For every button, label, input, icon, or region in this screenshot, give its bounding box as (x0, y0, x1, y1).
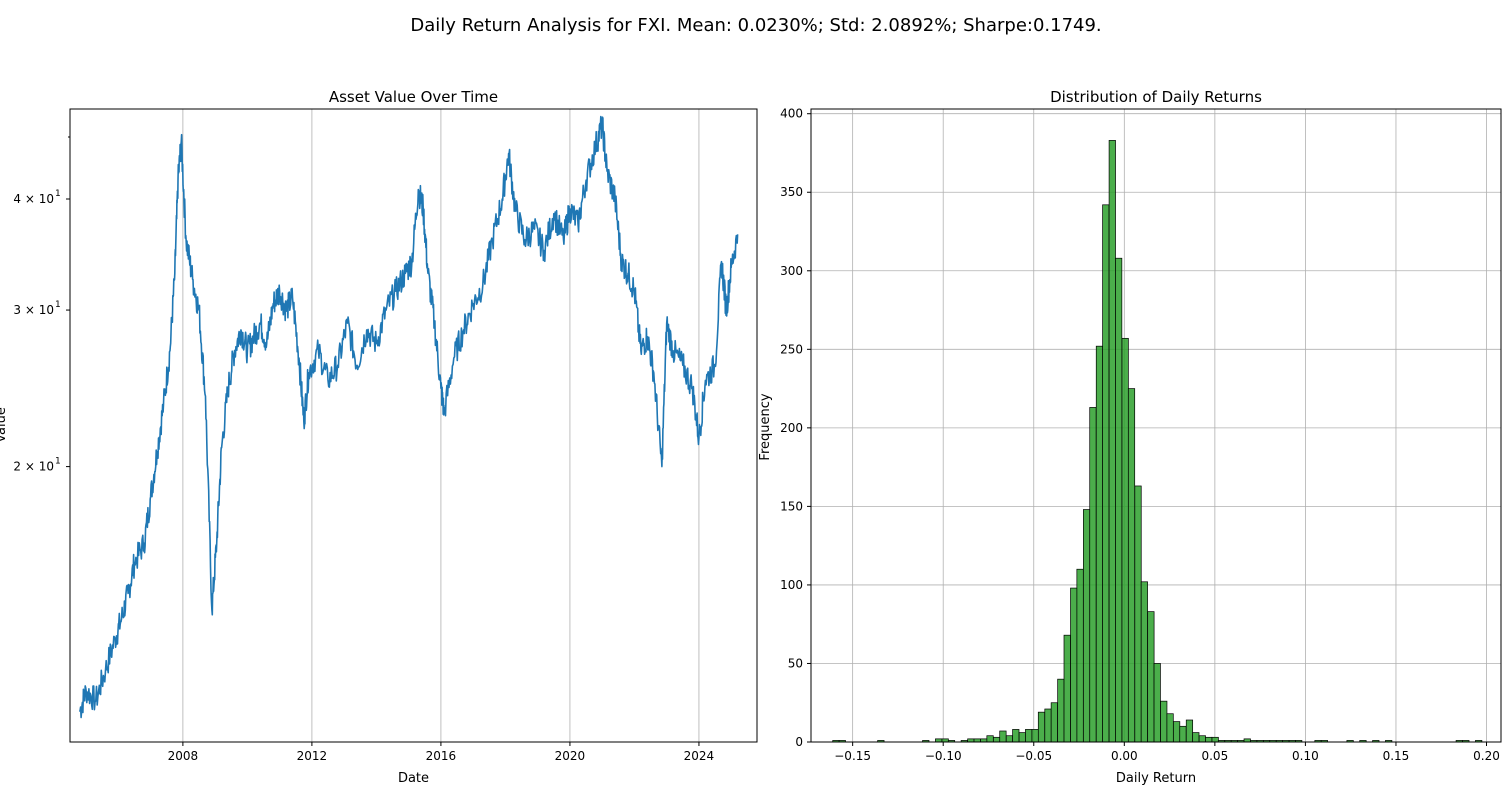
value-chart-xtick-label: 2020 (555, 749, 586, 763)
histogram-xtick-label: 0.15 (1383, 749, 1410, 763)
histogram-ytick-label: 400 (780, 107, 803, 121)
value-chart-ylabel: Value (0, 407, 9, 443)
histogram-bar (1005, 735, 1014, 743)
histogram-bar (1025, 729, 1033, 743)
histogram-bar (1057, 678, 1065, 743)
value-chart-xtick-label: 2012 (297, 749, 328, 763)
histogram-ytick-label: 100 (780, 578, 803, 592)
histogram-ytick-label: 0 (795, 735, 803, 749)
histogram-bar (1127, 388, 1136, 743)
histogram-bar (1147, 611, 1155, 743)
histogram-bar (1115, 257, 1123, 743)
histogram-bar (1160, 700, 1168, 743)
asset-value-series-line (78, 115, 739, 719)
histogram-bar (1185, 719, 1194, 743)
histogram-xtick-label: 0.20 (1473, 749, 1500, 763)
histogram-bar (1044, 708, 1052, 743)
value-chart-title: Asset Value Over Time (329, 88, 498, 106)
histogram-xtick-label: 0.05 (1201, 749, 1228, 763)
histogram-bar (1173, 721, 1181, 743)
histogram-xtick-label: 0.00 (1111, 749, 1138, 763)
histogram-bar (1012, 729, 1020, 743)
histogram-ylabel: Frequency (758, 393, 773, 460)
histogram-bar (1018, 732, 1026, 743)
histogram-bar (1121, 337, 1129, 743)
histogram-bar (1037, 711, 1046, 743)
histogram-bar (999, 730, 1007, 743)
histogram-bar (1166, 713, 1174, 743)
histogram-bar (1134, 485, 1142, 743)
value-chart-xtick-label: 2024 (684, 749, 715, 763)
figure-title: Daily Return Analysis for FXI. Mean: 0.0… (410, 15, 1101, 36)
value-chart-xtick-label: 2008 (168, 749, 199, 763)
histogram-bar (1153, 663, 1161, 743)
value-chart-ytick-label: 2 × 10 (13, 460, 54, 474)
histogram-ytick-label: 150 (780, 499, 803, 513)
histogram-ytick-label: 200 (780, 421, 803, 435)
histogram-bar (1192, 732, 1200, 743)
value-chart-ytick-exponent: 1 (55, 189, 61, 199)
histogram-xtick-label: −0.05 (1015, 749, 1052, 763)
value-chart-xlabel: Date (398, 771, 429, 786)
histogram-bar (1198, 735, 1206, 743)
histogram-xlabel: Daily Return (1116, 771, 1196, 786)
histogram-frame (810, 108, 1502, 743)
histogram-bar (1179, 725, 1187, 743)
value-chart-ytick-exponent: 1 (55, 300, 61, 310)
histogram-bar (1211, 736, 1219, 743)
histogram-bar (1205, 736, 1213, 743)
histogram-bar (1050, 702, 1058, 743)
histogram-ytick-label: 250 (780, 342, 803, 356)
histogram-bar (1095, 345, 1104, 743)
histogram-xtick-label: −0.15 (834, 749, 871, 763)
histogram-bar (986, 735, 994, 743)
histogram-bar (1070, 587, 1078, 743)
value-chart-xtick-label: 2016 (426, 749, 457, 763)
histogram-xtick-label: 0.10 (1292, 749, 1319, 763)
value-chart-ytick-label: 3 × 10 (13, 303, 54, 317)
histogram-ytick-label: 300 (780, 264, 803, 278)
returns-histogram: Distribution of Daily Returns Daily Retu… (758, 88, 1502, 786)
histogram-title: Distribution of Daily Returns (1050, 88, 1262, 106)
histogram-bar (1108, 140, 1116, 743)
histogram-xtick-label: −0.10 (925, 749, 962, 763)
histogram-bar (1076, 568, 1084, 743)
histogram-bar (1089, 407, 1097, 743)
histogram-bar (993, 736, 1001, 743)
histogram-bar (1063, 634, 1071, 743)
histogram-bar (1031, 729, 1039, 743)
value-chart: Asset Value Over Time Date Value 2008 201… (0, 88, 758, 786)
histogram-bar (1140, 581, 1148, 743)
histogram-bar (1102, 204, 1110, 743)
histogram-ytick-label: 350 (780, 185, 803, 199)
histogram-bar (1083, 509, 1091, 743)
value-chart-frame (69, 108, 758, 743)
value-chart-ytick-exponent: 1 (55, 457, 61, 467)
value-chart-ytick-label: 4 × 10 (13, 192, 54, 206)
histogram-ytick-label: 50 (788, 656, 803, 670)
